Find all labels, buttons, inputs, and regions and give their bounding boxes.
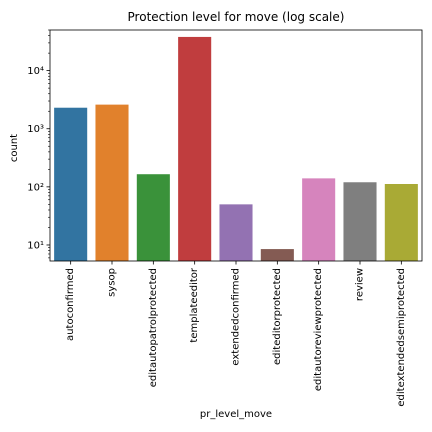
y-tick-label: 10¹	[27, 240, 44, 251]
y-tick-label: 10³	[27, 124, 44, 135]
y-tick-label: 10⁴	[27, 66, 44, 77]
bar-review	[343, 182, 377, 261]
x-tick-label: extendedconfirmed	[231, 268, 242, 366]
x-axis: autoconfirmed sysop editautopatrolprotecte…	[65, 261, 407, 407]
y-tick-label: 10²	[27, 182, 44, 193]
y-axis: 10¹ 10² 10³ 10⁴	[27, 29, 50, 259]
x-tick-label: editextendedsemiprotected	[396, 268, 407, 407]
plot-spines	[49, 29, 423, 262]
bar-editeditorprotected	[260, 249, 294, 261]
bar-autoconfirmed	[54, 107, 88, 262]
bar-editextendedsemiprotected	[384, 183, 418, 261]
bar-editautopatrolprotected	[136, 174, 170, 261]
y-axis-label: count	[9, 134, 20, 162]
x-tick-label: editautopatrolprotected	[148, 268, 159, 387]
bar-templateeditor	[178, 36, 212, 262]
chart-title: Protection level for move (log scale)	[128, 10, 345, 24]
x-tick-label: templateeditor	[189, 267, 200, 342]
bar-editautoreviewprotected	[302, 178, 336, 261]
x-tick-label: sysop	[107, 268, 118, 297]
x-tick-label: editautoreviewprotected	[313, 268, 324, 391]
x-tick-label: review	[355, 268, 366, 301]
x-tick-label: autoconfirmed	[65, 268, 76, 341]
x-axis-label: pr_level_move	[200, 409, 272, 420]
bar-sysop	[95, 104, 129, 261]
bars-group	[54, 36, 418, 262]
bar-extendedconfirmed	[219, 204, 253, 261]
x-tick-label: editeditorprotected	[272, 268, 283, 365]
plot-frame	[49, 29, 423, 262]
